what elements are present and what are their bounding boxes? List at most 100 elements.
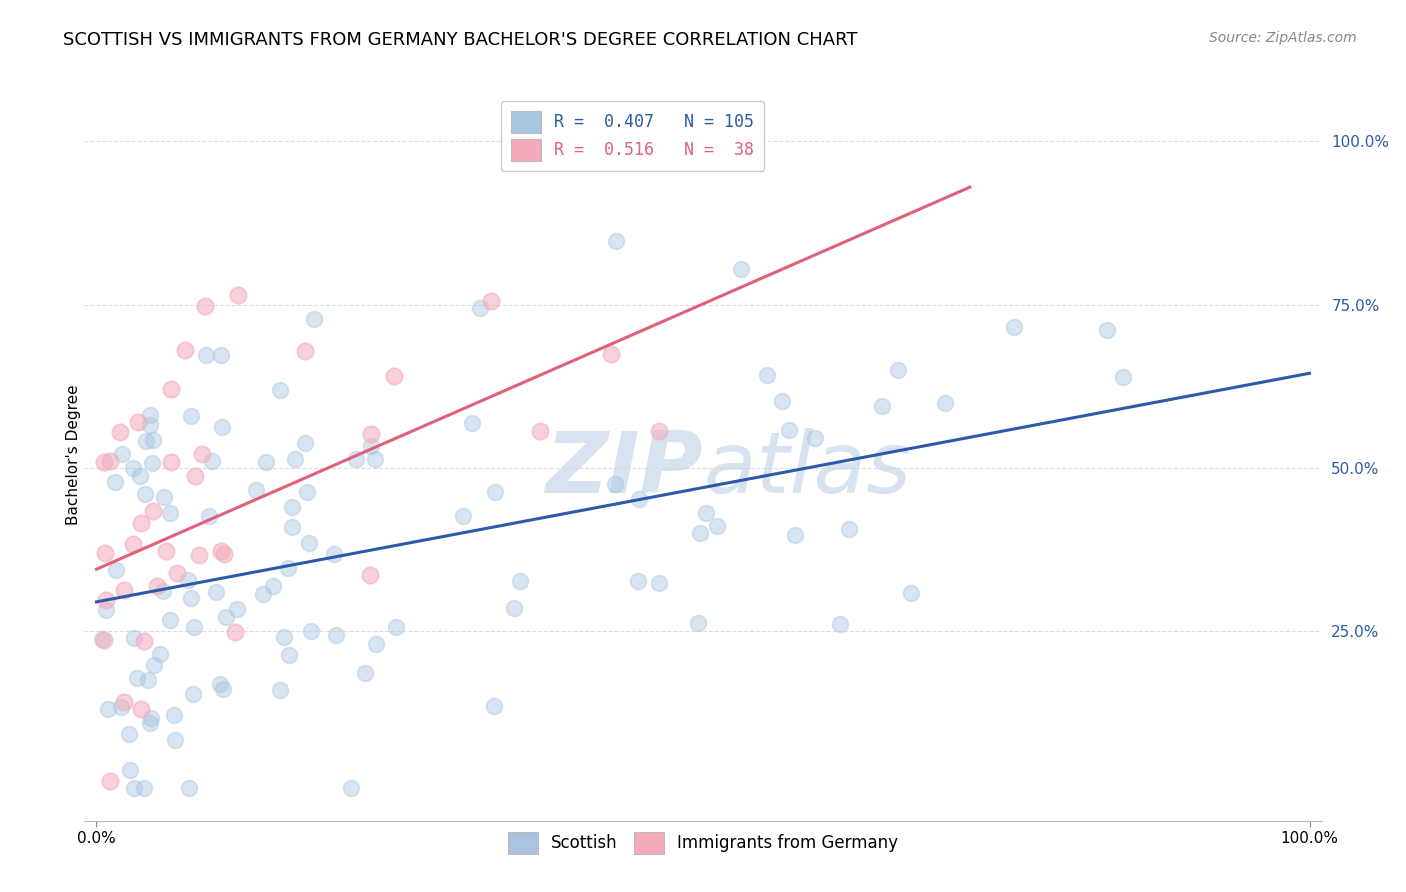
Point <box>127 416 149 430</box>
Point <box>294 436 316 450</box>
Point <box>98 454 121 468</box>
Point <box>934 396 956 410</box>
Point <box>479 293 502 308</box>
Point <box>184 469 207 483</box>
Point <box>94 602 117 616</box>
Point <box>177 573 200 587</box>
Point <box>166 566 188 580</box>
Point <box>770 393 793 408</box>
Point <box>190 448 212 462</box>
Point <box>194 348 217 362</box>
Legend: Scottish, Immigrants from Germany: Scottish, Immigrants from Germany <box>498 822 908 863</box>
Point <box>143 658 166 673</box>
Point <box>121 461 143 475</box>
Point <box>159 506 181 520</box>
Point <box>340 780 363 795</box>
Point <box>181 686 204 700</box>
Point <box>215 610 238 624</box>
Point <box>139 408 162 422</box>
Point <box>384 620 406 634</box>
Point <box>360 439 382 453</box>
Point <box>484 699 506 714</box>
Point <box>730 262 752 277</box>
Point <box>325 628 347 642</box>
Point <box>603 477 626 491</box>
Point <box>756 368 779 382</box>
Point <box>503 601 526 615</box>
Point <box>299 624 322 639</box>
Point <box>627 574 650 588</box>
Point <box>828 617 851 632</box>
Point <box>132 780 155 795</box>
Point <box>209 348 232 362</box>
Point <box>262 579 284 593</box>
Point <box>122 632 145 646</box>
Point <box>468 301 491 316</box>
Point <box>98 774 121 789</box>
Point <box>693 146 716 161</box>
Point <box>159 613 181 627</box>
Point <box>453 509 475 524</box>
Point <box>97 702 120 716</box>
Point <box>280 500 302 514</box>
Point <box>648 576 671 591</box>
Point <box>112 583 135 598</box>
Point <box>152 583 174 598</box>
Point <box>364 452 387 467</box>
Point <box>173 343 195 357</box>
Point <box>298 536 321 550</box>
Point <box>104 475 127 489</box>
Point <box>205 585 228 599</box>
Point <box>141 711 163 725</box>
Point <box>302 311 325 326</box>
Point <box>695 506 717 520</box>
Point <box>139 715 162 730</box>
Point <box>509 574 531 588</box>
Point <box>139 417 162 432</box>
Point <box>359 568 381 582</box>
Point <box>209 543 232 558</box>
Text: Source: ZipAtlas.com: Source: ZipAtlas.com <box>1209 31 1357 45</box>
Point <box>599 347 621 361</box>
Point <box>91 632 114 647</box>
Point <box>278 648 301 662</box>
Point <box>110 700 132 714</box>
Point <box>159 455 181 469</box>
Point <box>112 695 135 709</box>
Point <box>648 424 671 438</box>
Point <box>93 633 115 648</box>
Point <box>212 547 235 561</box>
Point <box>180 591 202 606</box>
Point <box>153 491 176 505</box>
Point <box>111 447 134 461</box>
Point <box>183 620 205 634</box>
Point <box>131 702 153 716</box>
Point <box>212 681 235 696</box>
Point <box>141 456 163 470</box>
Point <box>284 452 307 467</box>
Point <box>605 234 627 248</box>
Point <box>783 528 806 542</box>
Point <box>180 409 202 423</box>
Point <box>269 682 291 697</box>
Point <box>118 727 141 741</box>
Point <box>461 416 484 430</box>
Point <box>129 516 152 531</box>
Point <box>382 368 405 383</box>
Point <box>94 546 117 560</box>
Point <box>1111 369 1133 384</box>
Point <box>344 452 367 467</box>
Point <box>134 633 156 648</box>
Point <box>108 425 131 440</box>
Point <box>96 593 118 607</box>
Point <box>887 363 910 377</box>
Point <box>354 665 377 680</box>
Point <box>627 492 650 507</box>
Point <box>366 637 388 651</box>
Point <box>177 780 200 795</box>
Point <box>127 671 149 685</box>
Point <box>163 708 186 723</box>
Point <box>689 526 711 541</box>
Point <box>688 615 710 630</box>
Point <box>121 537 143 551</box>
